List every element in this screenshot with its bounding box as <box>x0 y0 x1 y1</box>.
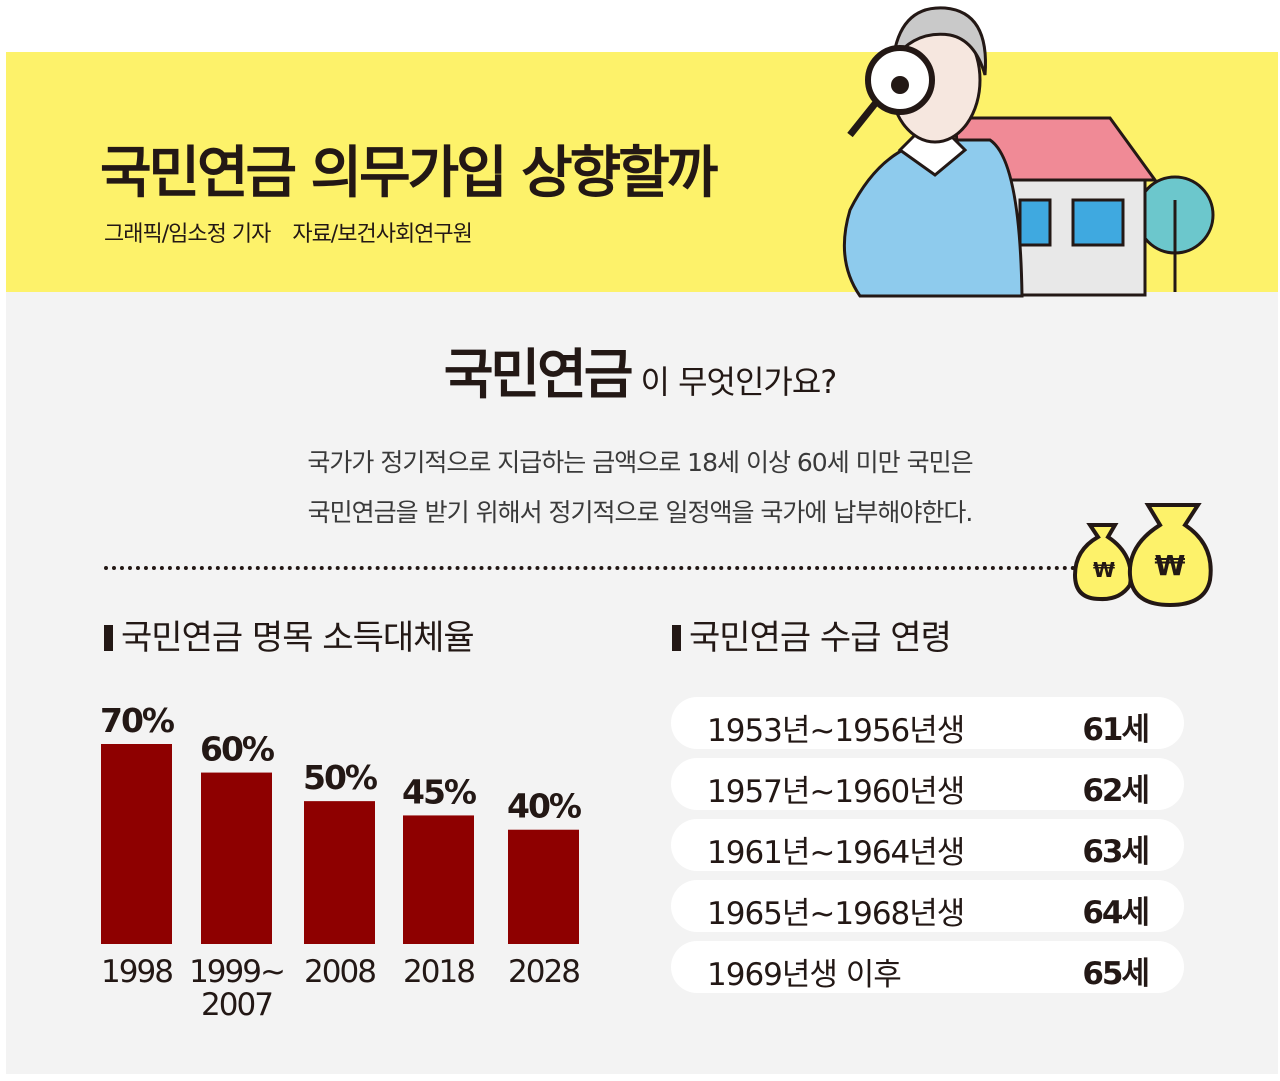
age-table-title: 국민연금 수급 연령 <box>672 610 952 659</box>
page-title: 국민연금 의무가입 상향할까 <box>100 141 718 206</box>
pension-age: 61세 <box>1082 712 1150 748</box>
birth-years: 1961년~1964년생 <box>707 835 965 871</box>
category-label: 2018 <box>403 954 474 990</box>
birth-years: 1953년~1956년생 <box>707 713 965 749</box>
category-label: 1999~ <box>189 954 284 990</box>
description-line: 국가가 정기적으로 지급하는 금액으로 18세 이상 60세 미만 국민은 <box>307 448 973 477</box>
section-question: 국민연금 이 무엇인가요? <box>0 330 1280 409</box>
birth-years: 1969년생 이후 <box>707 957 902 993</box>
dotted-divider <box>104 566 1084 570</box>
category-label: 2007 <box>201 987 272 1023</box>
bar <box>304 801 375 944</box>
pension-age: 65세 <box>1082 956 1150 992</box>
description-line: 국민연금을 받기 위해서 정기적으로 일정액을 국가에 납부해야한다. <box>307 498 974 527</box>
won-symbol: ₩ <box>1155 549 1186 582</box>
man-with-magnifier-house-illustration <box>842 6 1215 298</box>
data-label: 45% <box>402 772 477 811</box>
table-row: 1953년~1956년생 61세 <box>671 697 1184 749</box>
source-credit: 자료/보건사회연구원 <box>292 222 473 247</box>
chart-title: 국민연금 명목 소득대체율 <box>104 610 475 659</box>
question-rest: 이 무엇인가요? <box>640 363 837 401</box>
data-label: 50% <box>303 758 378 797</box>
bar <box>201 772 272 944</box>
bar <box>101 744 172 944</box>
description: 국가가 정기적으로 지급하는 금액으로 18세 이상 60세 미만 국민은 국민… <box>0 438 1280 538</box>
pension-age: 62세 <box>1082 773 1150 809</box>
won-symbol: ₩ <box>1093 558 1115 582</box>
question-bold: 국민연금 <box>443 343 634 406</box>
table-row: 1957년~1960년생 62세 <box>671 758 1184 810</box>
bar <box>403 815 474 944</box>
data-label: 70% <box>100 701 175 740</box>
table-row: 1969년생 이후 65세 <box>671 941 1184 993</box>
man-icon <box>842 6 1024 298</box>
category-label: 1998 <box>101 954 172 990</box>
birth-years: 1957년~1960년생 <box>707 774 965 810</box>
pension-age: 64세 <box>1082 895 1150 931</box>
won-money-bag-icon: ₩ ₩ <box>1072 503 1213 608</box>
data-label: 60% <box>200 730 275 769</box>
credit-line: 그래픽/임소정 기자 자료/보건사회연구원 <box>104 216 494 248</box>
tree-icon <box>1135 175 1215 292</box>
pension-age: 63세 <box>1082 834 1150 870</box>
birth-years: 1965년~1968년생 <box>707 896 965 932</box>
category-label: 2028 <box>508 954 579 990</box>
bar <box>508 829 579 944</box>
replacement-rate-bar-chart: 70% 1998 60% 1999~2007 50% 2008 45% 2018 40% 2028 <box>100 701 584 1023</box>
table-row: 1965년~1968년생 64세 <box>671 880 1184 932</box>
table-row: 1961년~1964년생 63세 <box>671 819 1184 871</box>
category-label: 2008 <box>304 954 375 990</box>
data-label: 40% <box>507 787 582 826</box>
graphic-credit: 그래픽/임소정 기자 <box>104 222 271 247</box>
